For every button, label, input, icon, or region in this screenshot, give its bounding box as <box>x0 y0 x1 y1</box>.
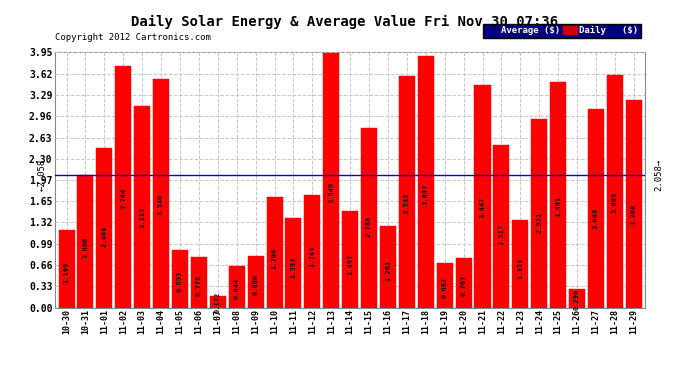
Text: 2.060: 2.060 <box>82 237 88 258</box>
Text: 3.949: 3.949 <box>328 182 334 203</box>
Text: 0.800: 0.800 <box>253 274 259 295</box>
Bar <box>437 264 453 308</box>
Text: 1.706: 1.706 <box>272 248 277 268</box>
Bar <box>361 128 377 308</box>
Text: 2.517: 2.517 <box>498 224 504 245</box>
Bar <box>97 148 112 308</box>
Text: 1.497: 1.497 <box>347 254 353 274</box>
Text: 3.897: 3.897 <box>423 184 428 205</box>
Text: 2.921: 2.921 <box>536 212 542 233</box>
Bar <box>493 145 509 308</box>
Text: 3.744: 3.744 <box>120 188 126 209</box>
Text: 2.464: 2.464 <box>101 225 108 246</box>
Text: 3.208: 3.208 <box>631 204 637 225</box>
Bar <box>115 66 131 308</box>
Bar <box>248 256 264 308</box>
Text: 1.199: 1.199 <box>63 262 70 283</box>
Legend: Average ($), Daily   ($): Average ($), Daily ($) <box>483 24 640 38</box>
Bar <box>323 53 339 308</box>
Bar <box>172 250 188 308</box>
Bar <box>266 197 283 308</box>
Text: 3.546: 3.546 <box>158 194 164 215</box>
Text: 2.788: 2.788 <box>366 216 372 237</box>
Text: 3.491: 3.491 <box>555 195 561 217</box>
Bar <box>304 195 320 308</box>
Text: 0.172: 0.172 <box>215 292 221 313</box>
Text: 1.393: 1.393 <box>290 256 297 278</box>
Bar <box>399 76 415 308</box>
Bar <box>342 211 358 308</box>
Bar <box>59 230 75 308</box>
Bar <box>191 257 207 307</box>
Text: 0.776: 0.776 <box>196 274 202 296</box>
Bar <box>626 100 642 308</box>
Text: 0.644: 0.644 <box>234 278 239 299</box>
Text: 1.353: 1.353 <box>518 258 523 279</box>
Text: 3.068: 3.068 <box>593 208 599 229</box>
Text: Copyright 2012 Cartronics.com: Copyright 2012 Cartronics.com <box>55 33 211 42</box>
Bar <box>77 174 93 308</box>
Bar <box>210 296 226 307</box>
Bar <box>417 56 434 308</box>
Bar <box>455 258 472 308</box>
Bar <box>380 226 396 308</box>
Bar <box>286 217 302 308</box>
Text: 3.447: 3.447 <box>480 197 486 218</box>
Bar <box>607 75 623 308</box>
Bar <box>550 82 566 308</box>
Bar <box>475 85 491 308</box>
Text: 0.893: 0.893 <box>177 271 183 292</box>
Text: 1.743: 1.743 <box>309 246 315 267</box>
Text: 0.682: 0.682 <box>442 277 448 298</box>
Bar <box>569 289 585 308</box>
Text: 3.583: 3.583 <box>404 193 410 214</box>
Text: Daily Solar Energy & Average Value Fri Nov 30 07:36: Daily Solar Energy & Average Value Fri N… <box>131 15 559 29</box>
Text: ←2.058: ←2.058 <box>37 159 46 191</box>
Bar <box>588 110 604 308</box>
Bar <box>228 266 245 308</box>
Text: 0.290: 0.290 <box>574 288 580 310</box>
Text: 3.608: 3.608 <box>612 192 618 213</box>
Text: 2.058→: 2.058→ <box>654 159 663 191</box>
Text: 1.261: 1.261 <box>385 260 391 282</box>
Bar <box>531 119 547 308</box>
Text: 3.115: 3.115 <box>139 206 145 228</box>
Bar <box>512 220 529 308</box>
Bar <box>153 79 169 308</box>
Text: 0.767: 0.767 <box>461 274 466 296</box>
Bar <box>134 106 150 308</box>
